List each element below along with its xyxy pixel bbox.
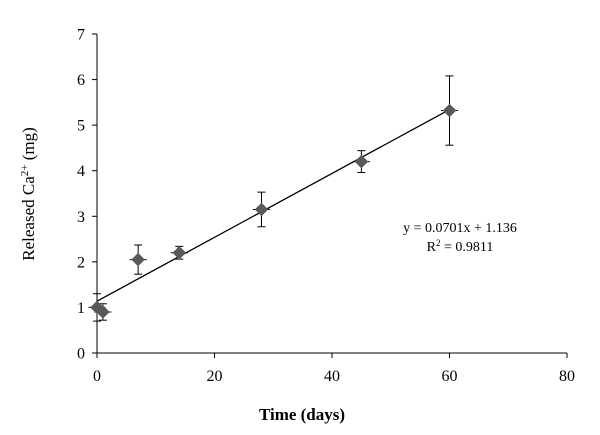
y-axis-title-prefix: Released Ca: [19, 176, 38, 261]
data-point-marker: [172, 245, 187, 260]
x-axis-title: Time (days): [259, 405, 345, 424]
y-tick-label: 0: [77, 346, 85, 363]
data-point-marker: [354, 154, 369, 169]
y-axis-title-suffix: (mg): [19, 127, 38, 164]
data-point-marker: [96, 305, 110, 319]
data-markers-group: [90, 103, 457, 319]
y-axis-title: Released Ca2+ (mg): [19, 127, 38, 261]
y-tick-label: 4: [77, 163, 85, 180]
error-bars-group: [88, 75, 458, 322]
x-tick-label: 0: [93, 368, 101, 385]
data-point-marker: [254, 202, 269, 217]
trendline-equation: y = 0.0701x + 1.136: [403, 221, 517, 236]
x-tick-label: 40: [324, 368, 340, 385]
data-point-marker: [442, 103, 457, 118]
x-tick-label: 60: [442, 368, 458, 385]
y-tick-label: 6: [77, 72, 85, 89]
y-tick-label: 5: [77, 118, 85, 135]
data-point-marker: [131, 252, 145, 267]
y-axis-title-superscript: 2+: [19, 165, 31, 177]
x-tick-label: 20: [207, 368, 223, 385]
y-tick-label: 7: [77, 27, 85, 44]
axes: 0 1 2 3 4 5 6 7 0 20 40 60 80: [77, 27, 575, 386]
y-tick-label: 2: [77, 254, 85, 271]
y-tick-label: 3: [77, 209, 85, 226]
y-tick-label: 1: [77, 300, 85, 317]
linear-trendline: [96, 108, 450, 302]
r-squared-label: R2 = 0.9811: [427, 238, 494, 255]
trendline-group: [96, 108, 450, 302]
x-tick-label: 80: [559, 368, 575, 385]
